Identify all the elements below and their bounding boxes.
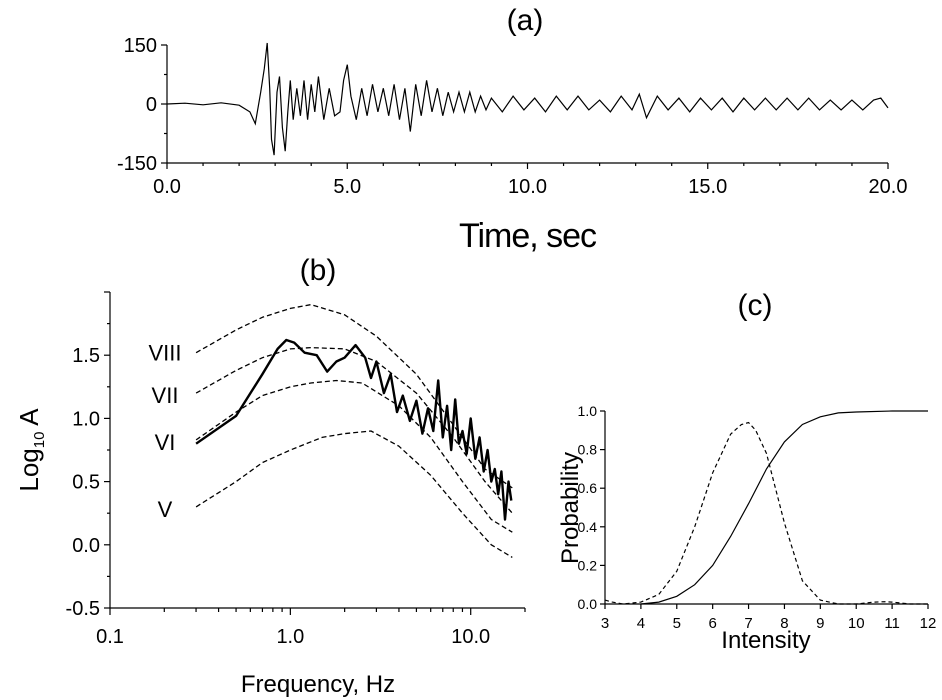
y-tick-label: 1.0	[72, 408, 100, 430]
x-tick-label: 0.0	[153, 176, 181, 198]
x-tick-label: 10.0	[508, 176, 547, 198]
y-axis-label-part: 10	[31, 432, 48, 449]
panel-label-c: (c)	[738, 289, 773, 322]
curve-viii	[195, 303, 513, 489]
x-tick-label: 3	[601, 615, 609, 632]
x-tick-label: 10.0	[451, 626, 490, 648]
series-label-vii: VII	[152, 383, 179, 408]
x-axis-label: Intensity	[721, 627, 810, 654]
waveform-line	[166, 42, 889, 156]
y-axis-label: Log10 A	[14, 408, 48, 492]
y-axis-label-part: A	[14, 408, 44, 432]
x-tick-label: 1.0	[276, 626, 304, 648]
curve-vi	[195, 379, 513, 533]
x-tick-label: 5.0	[333, 176, 361, 198]
x-tick-label: 6	[708, 615, 716, 632]
panel-a: -150 0 150 0.0 5.0 10.0 15.0 20.0 Time, sec (a)	[117, 4, 908, 255]
y-tick-label: 0.2	[578, 557, 598, 573]
x-tick-label: 8	[780, 615, 788, 632]
y-tick-label: 0.0	[578, 596, 598, 612]
x-tick-label: 10	[848, 615, 865, 632]
spectrum-line	[195, 338, 513, 521]
x-tick-label: 7	[744, 615, 752, 632]
x-tick-label: 0.1	[96, 626, 124, 648]
x-tick-label: 9	[816, 615, 824, 632]
series-label-v: V	[158, 497, 173, 522]
panel-b: -0.5 0.0 0.5 1.0 1.5 0.1 1.0 10.0 Frequency, Hz (…	[14, 254, 526, 698]
y-tick-label: 0.8	[578, 442, 598, 458]
cumulative-curve	[640, 410, 928, 605]
y-axis-label: Probability	[557, 452, 584, 564]
x-tick-label: 20.0	[869, 176, 908, 198]
series-label-viii: VIII	[148, 341, 181, 366]
x-tick-label: 4	[637, 615, 645, 632]
series-label-vi: VI	[155, 430, 176, 455]
x-tick-label: 5	[673, 615, 681, 632]
x-tick-label: 15.0	[688, 176, 727, 198]
y-tick-label: 0.4	[578, 519, 598, 535]
y-tick-label: 0.0	[72, 535, 100, 557]
y-axis-label-part: Log	[14, 448, 44, 491]
y-tick-label: 150	[124, 35, 157, 57]
x-axis-label: Time, sec	[459, 217, 597, 255]
y-tick-label: 0.5	[72, 472, 100, 494]
panel-label-b: (b)	[300, 254, 337, 287]
density-curve	[604, 421, 928, 605]
y-tick-label: 1.0	[578, 403, 598, 419]
y-tick-label: -150	[117, 153, 157, 175]
panel-c: 0.0 0.2 0.4 0.6 0.8 1.0 3 4 5 6 7 8 9 10 11 12 Intensity…	[557, 289, 936, 654]
curve-v	[195, 430, 513, 558]
y-tick-label: -0.5	[66, 598, 100, 620]
y-tick-label: 0.6	[578, 480, 598, 496]
curve-vii	[195, 346, 513, 514]
x-tick-label: 11	[884, 615, 900, 632]
x-tick-label: 12	[920, 615, 937, 632]
y-tick-label: 0	[146, 94, 157, 116]
panel-label-a: (a)	[507, 4, 544, 37]
y-tick-label: 1.5	[72, 345, 100, 367]
x-axis-label: Frequency, Hz	[241, 671, 395, 698]
